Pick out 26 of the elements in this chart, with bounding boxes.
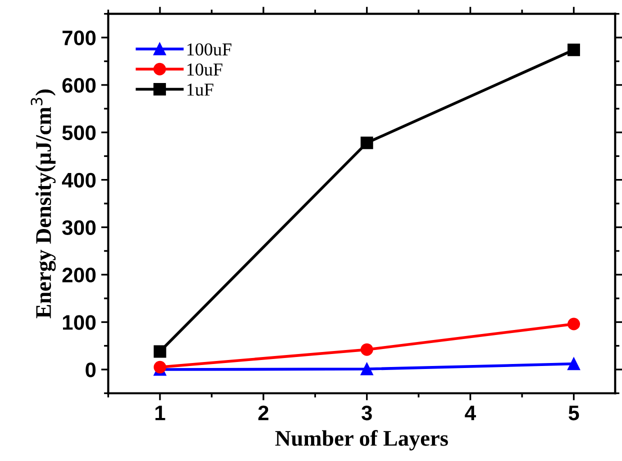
y-tick-label: 400 — [62, 172, 96, 188]
point — [154, 345, 166, 358]
y-tick-label: 500 — [62, 125, 96, 140]
point — [360, 343, 374, 356]
y-axis-title: Energy Density(μJ/cm$^{3}$) — [30, 90, 56, 318]
legend-label: 1uF — [187, 84, 214, 96]
x-tick-label: 3 — [362, 406, 372, 420]
y-tick-label: 600 — [62, 78, 96, 93]
x-axis-title: Number of Layers — [275, 430, 448, 450]
point — [154, 360, 166, 374]
y-tick-label: 200 — [62, 268, 96, 282]
point — [360, 136, 374, 150]
point — [568, 358, 580, 370]
y-tick-label: 100 — [62, 315, 96, 330]
y-tick-label: 700 — [62, 30, 96, 46]
point — [568, 44, 580, 56]
x-tick-label: 5 — [568, 406, 579, 420]
y-tick-label: 0 — [86, 362, 96, 378]
x-tick-label: 4 — [464, 406, 476, 420]
point — [360, 362, 374, 376]
legend-label: 10uF — [187, 63, 222, 76]
legend-label: 100uF — [187, 43, 232, 56]
y-tick-label: 300 — [62, 220, 96, 236]
x-tick-label: 1 — [155, 406, 166, 420]
x-tick-label: 2 — [258, 406, 268, 420]
point — [568, 318, 580, 330]
